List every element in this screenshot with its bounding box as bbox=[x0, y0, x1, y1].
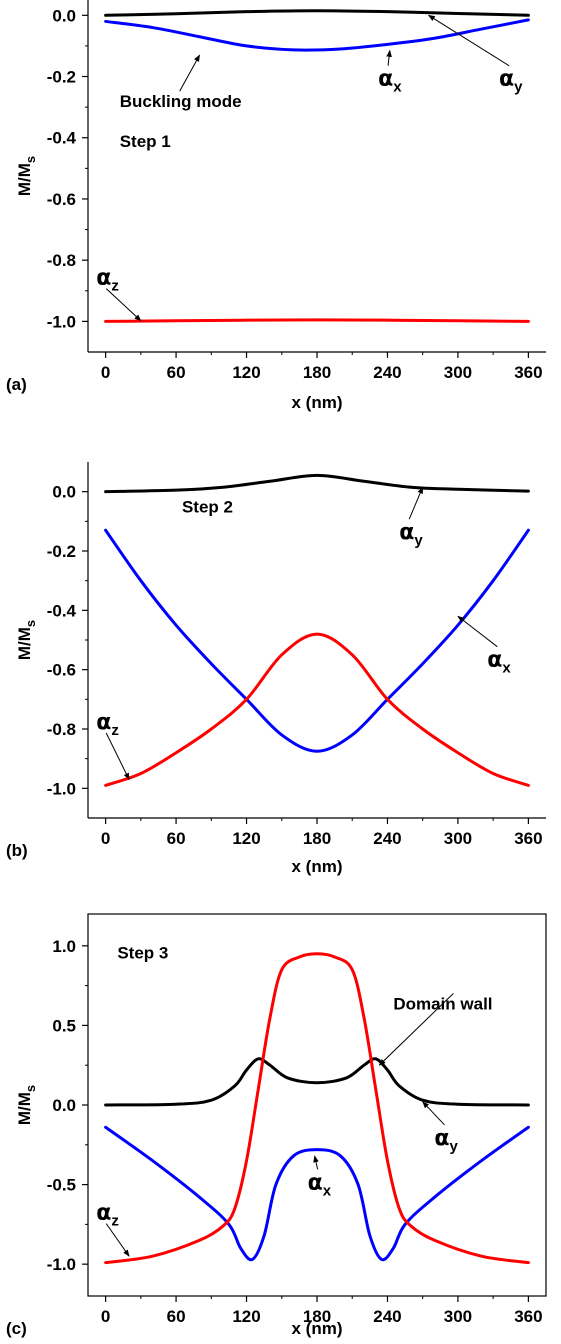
x-tick-label: 360 bbox=[514, 1307, 542, 1326]
y-tick-label: -0.8 bbox=[47, 720, 76, 739]
x-tick-label: 180 bbox=[303, 363, 331, 382]
x-tick-label: 120 bbox=[232, 363, 260, 382]
x-tick-label: 300 bbox=[444, 1307, 472, 1326]
x-tick-label: 120 bbox=[232, 1307, 260, 1326]
x-tick-label: 360 bbox=[514, 829, 542, 848]
x-axis-title: x (nm) bbox=[292, 393, 343, 412]
y-tick-label: 0.0 bbox=[52, 483, 76, 502]
panel-label: (b) bbox=[6, 841, 28, 860]
annotation-label: αz bbox=[96, 266, 119, 295]
y-axis-title: M/Ms bbox=[15, 1085, 38, 1125]
x-tick-label: 240 bbox=[373, 1307, 401, 1326]
annotation-arrow bbox=[105, 1223, 130, 1257]
annotation-text: Step 3 bbox=[117, 944, 168, 963]
annotation-label: αy bbox=[499, 67, 523, 96]
y-tick-label: -0.4 bbox=[47, 601, 77, 620]
x-tick-label: 180 bbox=[303, 829, 331, 848]
y-tick-label: -0.2 bbox=[47, 542, 76, 561]
annotation-label: αx bbox=[308, 1170, 332, 1199]
y-tick-label: 0.5 bbox=[52, 1016, 76, 1035]
annotation-arrow bbox=[105, 288, 142, 322]
x-tick-label: 0 bbox=[101, 829, 110, 848]
y-tick-label: -0.4 bbox=[47, 129, 77, 148]
series-line-αz bbox=[104, 632, 530, 787]
x-tick-label: 60 bbox=[167, 363, 186, 382]
annotation-text: Step 1 bbox=[120, 132, 171, 151]
series-line-αy bbox=[104, 473, 530, 494]
chart-panel-2: 0 60 120 180 240 300 360 0.0 -0.2 -0.4 -0.6 -0.8 -1.… bbox=[6, 462, 546, 876]
series-line-αy bbox=[104, 9, 530, 17]
y-tick-label: -0.6 bbox=[47, 661, 76, 680]
x-tick-label: 120 bbox=[232, 829, 260, 848]
series-line-αx bbox=[104, 1125, 530, 1262]
x-axis-title: x (nm) bbox=[292, 857, 343, 876]
x-tick-label: 300 bbox=[444, 829, 472, 848]
annotation-arrow bbox=[422, 1101, 445, 1126]
y-tick-label: -0.6 bbox=[47, 190, 76, 209]
annotation-arrow bbox=[386, 49, 392, 66]
y-tick-label: 0.0 bbox=[52, 1096, 76, 1115]
chart-panel-3: 0 60 120 180 240 300 360 1.0 0.5 0.0 -0.5 -1.0 x (nm… bbox=[6, 913, 547, 1338]
chart-panel-1: 0 60 120 180 240 300 360 0.0 -0.2 -0.4 -0.6 -0.8 -1.… bbox=[6, 0, 546, 412]
annotation-text: Step 2 bbox=[182, 497, 233, 516]
x-tick-label: 180 bbox=[303, 1307, 331, 1326]
x-tick-label: 240 bbox=[373, 363, 401, 382]
y-tick-label: -1.0 bbox=[47, 1255, 76, 1274]
y-axis-title: M/Ms bbox=[15, 620, 38, 660]
x-tick-label: 0 bbox=[101, 1307, 110, 1326]
annotation-label: αz bbox=[96, 1201, 119, 1230]
annotation-text: Buckling mode bbox=[120, 92, 242, 111]
y-tick-label: -0.5 bbox=[47, 1176, 76, 1195]
annotation-arrow bbox=[457, 615, 498, 648]
annotation-label: αy bbox=[434, 1126, 458, 1155]
y-tick-label: -1.0 bbox=[47, 779, 76, 798]
y-axis-title: M/Ms bbox=[15, 156, 38, 196]
x-tick-label: 300 bbox=[444, 363, 472, 382]
x-tick-label: 240 bbox=[373, 829, 401, 848]
y-tick-label: -1.0 bbox=[47, 312, 76, 331]
annotation-arrow bbox=[427, 14, 510, 67]
annotation-arrow bbox=[408, 486, 424, 520]
y-tick-label: 1.0 bbox=[52, 937, 76, 956]
x-tick-label: 360 bbox=[514, 363, 542, 382]
x-tick-label: 60 bbox=[167, 1307, 186, 1326]
x-tick-label: 60 bbox=[167, 829, 186, 848]
panel-label: (a) bbox=[6, 375, 27, 394]
series-line-αy bbox=[104, 1057, 530, 1107]
series-line-αz bbox=[104, 318, 530, 323]
x-axis-title: x (nm) bbox=[292, 1319, 343, 1338]
y-tick-label: -0.2 bbox=[47, 68, 76, 87]
annotation-arrow bbox=[179, 54, 201, 92]
panel-label: (c) bbox=[6, 1319, 27, 1338]
annotation-label: αy bbox=[399, 520, 423, 549]
annotation-label: αx bbox=[378, 67, 402, 96]
x-tick-label: 0 bbox=[101, 363, 110, 382]
annotation-arrow bbox=[105, 732, 130, 781]
series-line-αz bbox=[104, 952, 530, 1265]
annotation-label: αx bbox=[487, 648, 511, 677]
y-tick-label: 0.0 bbox=[52, 6, 76, 25]
y-tick-label: -0.8 bbox=[47, 251, 76, 270]
series-line-αx bbox=[104, 528, 530, 753]
annotation-label: αz bbox=[96, 710, 119, 739]
series-line-αx bbox=[104, 18, 530, 52]
annotation-arrow bbox=[378, 993, 454, 1066]
annotation-arrow bbox=[313, 1155, 319, 1170]
